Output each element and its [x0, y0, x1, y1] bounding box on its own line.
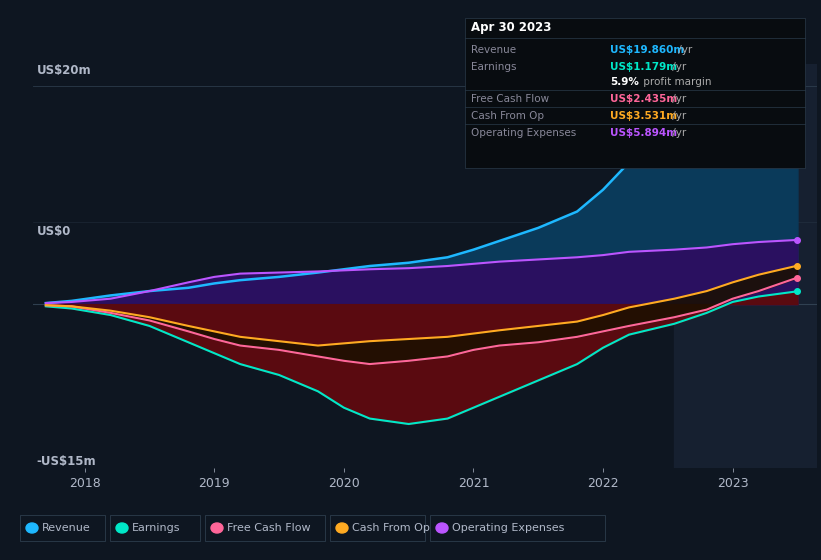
Text: /yr: /yr	[675, 45, 692, 55]
Text: Earnings: Earnings	[471, 62, 516, 72]
Text: Revenue: Revenue	[471, 45, 516, 55]
Text: profit margin: profit margin	[640, 77, 712, 87]
Text: Earnings: Earnings	[132, 523, 181, 533]
Text: Free Cash Flow: Free Cash Flow	[471, 94, 549, 104]
Text: 5.9%: 5.9%	[610, 77, 639, 87]
Text: US$2.435m: US$2.435m	[610, 94, 677, 104]
Text: /yr: /yr	[668, 62, 686, 72]
Text: US$0: US$0	[37, 225, 71, 238]
Text: Apr 30 2023: Apr 30 2023	[471, 21, 552, 35]
Text: Cash From Op: Cash From Op	[471, 111, 544, 121]
Text: US$1.179m: US$1.179m	[610, 62, 677, 72]
Text: Operating Expenses: Operating Expenses	[452, 523, 564, 533]
Text: US$20m: US$20m	[37, 64, 91, 77]
Text: Revenue: Revenue	[42, 523, 91, 533]
Text: /yr: /yr	[668, 128, 686, 138]
Text: Operating Expenses: Operating Expenses	[471, 128, 576, 138]
Text: Free Cash Flow: Free Cash Flow	[227, 523, 310, 533]
Text: Cash From Op: Cash From Op	[352, 523, 430, 533]
Text: US$3.531m: US$3.531m	[610, 111, 677, 121]
Text: -US$15m: -US$15m	[37, 455, 96, 468]
Text: US$5.894m: US$5.894m	[610, 128, 677, 138]
Text: /yr: /yr	[668, 111, 686, 121]
Bar	[674, 64, 817, 468]
Text: /yr: /yr	[668, 94, 686, 104]
Text: US$19.860m: US$19.860m	[610, 45, 684, 55]
